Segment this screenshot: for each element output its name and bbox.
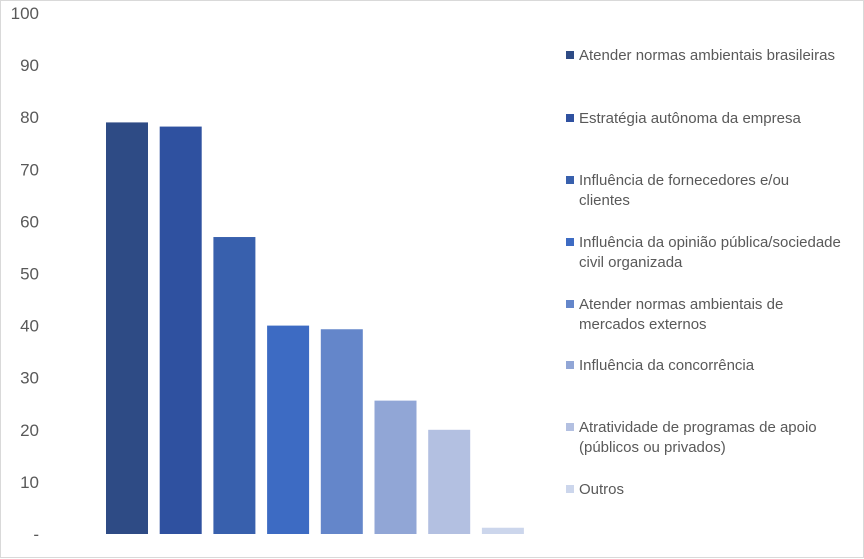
legend-label: civil organizada bbox=[579, 254, 683, 271]
bar bbox=[320, 329, 363, 534]
legend-item: Atratividade de programas de apoio (públi… bbox=[566, 419, 817, 456]
legend-swatch bbox=[566, 485, 574, 493]
bar bbox=[106, 122, 148, 534]
y-tick-label: 10 bbox=[20, 473, 39, 492]
legend-label: Outros bbox=[579, 481, 624, 498]
bar bbox=[159, 126, 202, 534]
legend-label: Atratividade de programas de apoio bbox=[579, 419, 817, 436]
legend-swatch bbox=[566, 238, 574, 246]
legend-item: Atender normas ambientais brasileiras bbox=[566, 47, 835, 64]
legend-swatch bbox=[566, 176, 574, 184]
legend: Atender normas ambientais brasileiras Est… bbox=[566, 47, 841, 498]
y-tick-label: 90 bbox=[20, 56, 39, 75]
y-tick-label: 40 bbox=[20, 317, 39, 336]
legend-item: Influência de fornecedores e/ou clientes bbox=[566, 172, 789, 209]
legend-swatch bbox=[566, 361, 574, 369]
y-tick-label: 80 bbox=[20, 108, 39, 127]
y-tick-label: - bbox=[33, 525, 39, 544]
bar bbox=[213, 237, 256, 534]
legend-item: Outros bbox=[566, 481, 624, 498]
legend-label: Atender normas ambientais de bbox=[579, 296, 783, 313]
y-tick-label: 20 bbox=[20, 421, 39, 440]
y-axis: - 10 20 30 40 50 60 70 80 90 100 bbox=[11, 4, 39, 544]
legend-label: Estratégia autônoma da empresa bbox=[579, 110, 801, 127]
y-tick-label: 70 bbox=[20, 160, 39, 179]
bar bbox=[267, 325, 310, 534]
legend-item: Influência da opinião pública/sociedade c… bbox=[566, 234, 841, 271]
legend-swatch bbox=[566, 51, 574, 59]
y-tick-label: 50 bbox=[20, 265, 39, 284]
legend-label: Influência da concorrência bbox=[579, 357, 755, 374]
legend-label: Influência de fornecedores e/ou bbox=[579, 172, 789, 189]
legend-label: mercados externos bbox=[579, 316, 707, 333]
y-tick-label: 100 bbox=[11, 4, 39, 23]
legend-swatch bbox=[566, 300, 574, 308]
legend-label: Influência da opinião pública/sociedade bbox=[579, 234, 841, 251]
legend-item: Estratégia autônoma da empresa bbox=[566, 110, 801, 127]
legend-label: Atender normas ambientais brasileiras bbox=[579, 47, 835, 64]
bar bbox=[428, 429, 471, 534]
y-tick-label: 60 bbox=[20, 212, 39, 231]
legend-label: (públicos ou privados) bbox=[579, 439, 726, 456]
legend-swatch bbox=[566, 423, 574, 431]
y-tick-label: 30 bbox=[20, 369, 39, 388]
legend-item: Influência da concorrência bbox=[566, 357, 755, 374]
legend-item: Atender normas ambientais de mercados ext… bbox=[566, 296, 783, 333]
legend-label: clientes bbox=[579, 192, 630, 209]
legend-swatch bbox=[566, 114, 574, 122]
bars bbox=[106, 122, 524, 534]
bar bbox=[481, 527, 524, 534]
bar bbox=[374, 400, 417, 534]
